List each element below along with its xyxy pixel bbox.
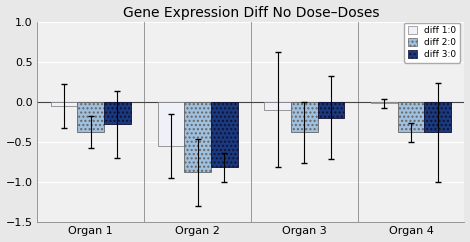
Bar	[371, 102, 398, 104]
Bar	[291, 102, 318, 132]
Bar	[157, 102, 184, 146]
Bar	[424, 102, 451, 132]
Bar	[211, 102, 238, 167]
Title: Gene Expression Diff No Dose–Doses: Gene Expression Diff No Dose–Doses	[123, 6, 379, 20]
Bar	[51, 102, 78, 106]
Bar	[78, 102, 104, 132]
Bar	[104, 102, 131, 124]
Bar	[184, 102, 211, 172]
Bar	[398, 102, 424, 132]
Bar	[318, 102, 345, 118]
Bar	[264, 102, 291, 110]
Legend: diff 1:0, diff 2:0, diff 3:0: diff 1:0, diff 2:0, diff 3:0	[404, 23, 460, 63]
